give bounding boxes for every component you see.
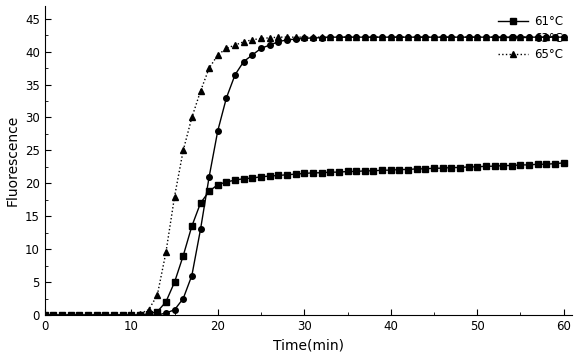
Y-axis label: Fluorescence: Fluorescence <box>6 115 20 206</box>
65°C <box>500 35 507 39</box>
61°C <box>353 169 360 174</box>
61°C <box>162 300 169 304</box>
65°C <box>361 35 368 39</box>
65°C <box>275 35 282 39</box>
63°C <box>361 35 368 39</box>
63°C <box>327 35 334 39</box>
63°C <box>500 35 507 39</box>
65°C <box>42 313 49 317</box>
63°C <box>42 313 49 317</box>
Line: 61°C: 61°C <box>42 160 566 318</box>
Line: 65°C: 65°C <box>42 34 566 318</box>
65°C <box>223 46 230 50</box>
63°C <box>318 36 325 40</box>
63°C <box>223 96 230 100</box>
X-axis label: Time(min): Time(min) <box>273 338 344 352</box>
61°C <box>223 180 230 184</box>
61°C <box>42 313 49 317</box>
63°C <box>145 313 152 317</box>
65°C <box>145 308 152 312</box>
65°C <box>560 35 567 39</box>
63°C <box>162 311 169 315</box>
65°C <box>162 250 169 255</box>
Line: 63°C: 63°C <box>42 34 566 318</box>
61°C <box>491 164 498 168</box>
61°C <box>145 311 152 316</box>
61°C <box>560 161 567 165</box>
63°C <box>560 35 567 39</box>
65°C <box>327 35 334 39</box>
61°C <box>318 171 325 175</box>
Legend: 61°C, 63°C, 65°C: 61°C, 63°C, 65°C <box>495 11 566 65</box>
